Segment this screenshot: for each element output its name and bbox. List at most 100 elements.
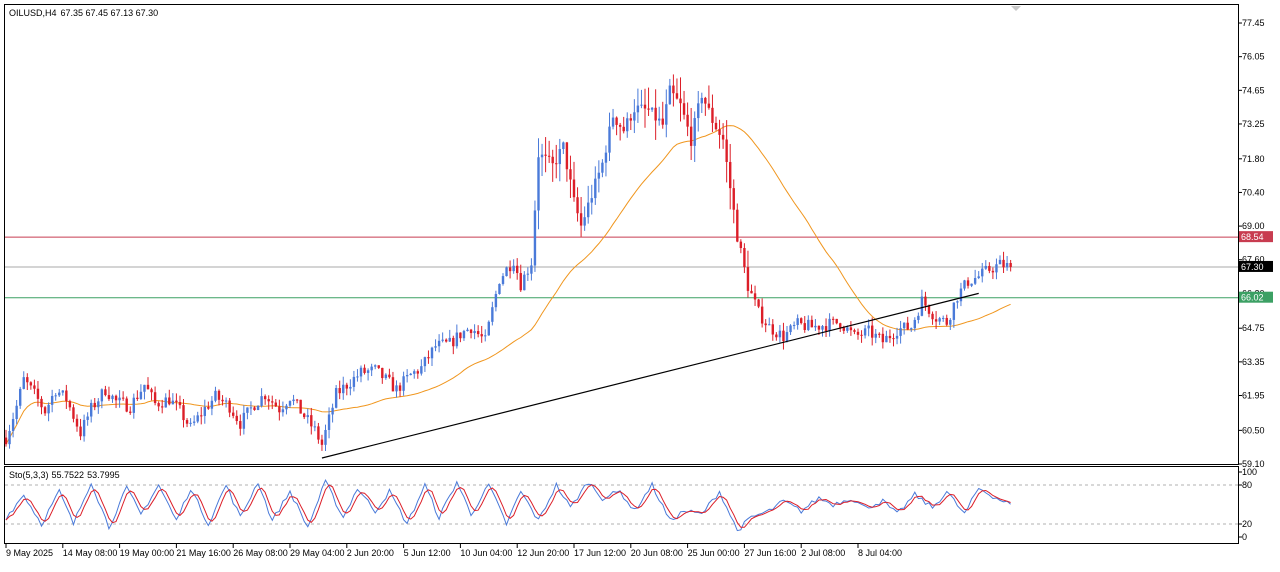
candle-body	[693, 118, 696, 146]
candle-body	[934, 319, 938, 322]
candle-body	[139, 391, 143, 399]
candle-body	[8, 430, 11, 445]
candle-body	[480, 334, 483, 337]
time-tick-label: 29 May 04:00	[290, 548, 345, 558]
candle-body	[672, 85, 675, 94]
candle-body	[15, 405, 18, 419]
candle-body	[288, 401, 292, 406]
candle-body	[43, 407, 47, 414]
candle-body	[65, 390, 68, 402]
candle-body	[782, 330, 785, 342]
stochastic-label: Sto(5,3,3)	[9, 470, 49, 480]
stochastic-header: Sto(5,3,3) 55.7522 53.7995	[9, 470, 120, 480]
candle-body	[988, 265, 991, 271]
stochastic-main-line	[5, 478, 1011, 532]
candle-body	[79, 426, 82, 437]
candle-body	[11, 418, 15, 431]
candle-body	[885, 335, 888, 343]
candle-body	[516, 265, 519, 274]
candle-body	[572, 179, 576, 198]
candle-body	[342, 384, 345, 394]
candle-body	[913, 319, 916, 329]
stochastic-main-value: 55.7522	[52, 470, 85, 480]
candle-body	[853, 330, 856, 332]
candle-body	[956, 301, 959, 303]
candle-body	[416, 371, 419, 374]
candle-body	[945, 317, 948, 325]
candle-body	[842, 327, 845, 331]
candle-body	[217, 390, 221, 400]
candle-body	[995, 264, 998, 273]
candle-body	[675, 93, 679, 99]
candle-body	[473, 331, 476, 334]
candle-body	[590, 198, 593, 203]
candle-body	[629, 118, 632, 121]
candle-body	[207, 406, 210, 409]
candle-body	[530, 265, 533, 274]
candle-body	[263, 396, 267, 400]
candle-body	[768, 324, 771, 326]
candle-body	[178, 402, 182, 406]
candle-body	[448, 337, 451, 342]
candle-body	[508, 267, 512, 272]
candle-body	[636, 105, 640, 113]
stochastic-pane-frame	[4, 466, 1239, 544]
candle-body	[576, 197, 579, 214]
stochastic-oscillator: 100 80 20 0	[5, 467, 1257, 542]
candle-body	[143, 384, 146, 392]
candle-body	[757, 299, 760, 307]
candle-body	[998, 259, 1002, 265]
candle-body	[40, 398, 43, 408]
candle-body	[537, 157, 540, 211]
current-price-box	[1239, 260, 1273, 272]
candle-body	[299, 399, 302, 414]
price-tick-label: 63.35	[1242, 357, 1265, 367]
candle-body	[58, 392, 61, 396]
candle-body	[544, 154, 547, 156]
candle-body	[533, 210, 537, 266]
candle-body	[1005, 263, 1009, 268]
candle-body	[512, 265, 515, 272]
symbol-label: OILUSD,H4	[9, 8, 57, 18]
candle-body	[388, 374, 391, 378]
candle-body	[232, 412, 235, 416]
candle-body	[736, 209, 739, 242]
candle-body	[959, 288, 963, 302]
candle-body	[476, 331, 480, 335]
time-tick-label: 25 Jun 00:00	[688, 548, 740, 558]
support-price-box	[1239, 291, 1273, 303]
candle-body	[359, 367, 363, 377]
candle-body	[256, 405, 260, 411]
chart-shift-marker[interactable]	[1011, 6, 1021, 11]
candle-body	[800, 318, 803, 324]
price-tick-label: 59.10	[1242, 459, 1265, 469]
candle-body	[129, 411, 132, 413]
time-tick-label: 19 May 00:00	[120, 548, 175, 558]
candle-body	[895, 335, 899, 339]
candle-body	[732, 188, 735, 210]
candle-body	[90, 402, 93, 417]
candle-body	[920, 296, 924, 316]
candle-body	[26, 377, 29, 383]
candle-body	[526, 273, 530, 275]
candle-body	[839, 323, 842, 328]
candle-body	[721, 134, 725, 140]
candle-body	[271, 401, 274, 403]
candle-body	[803, 323, 806, 330]
candle-body	[274, 402, 277, 407]
moving-average	[5, 125, 1011, 445]
candle-body	[409, 373, 412, 376]
candle-body	[654, 107, 657, 121]
candle-body	[82, 419, 86, 437]
candle-body	[764, 323, 767, 326]
candle-body	[136, 397, 139, 399]
candle-body	[72, 407, 75, 419]
time-tick-label: 2 Jun 20:00	[347, 548, 394, 558]
candle-body	[402, 376, 405, 391]
trendline[interactable]	[321, 292, 979, 459]
current-price-label: 67.30	[1241, 262, 1264, 272]
candle-body	[569, 169, 572, 180]
candle-body	[281, 409, 285, 413]
